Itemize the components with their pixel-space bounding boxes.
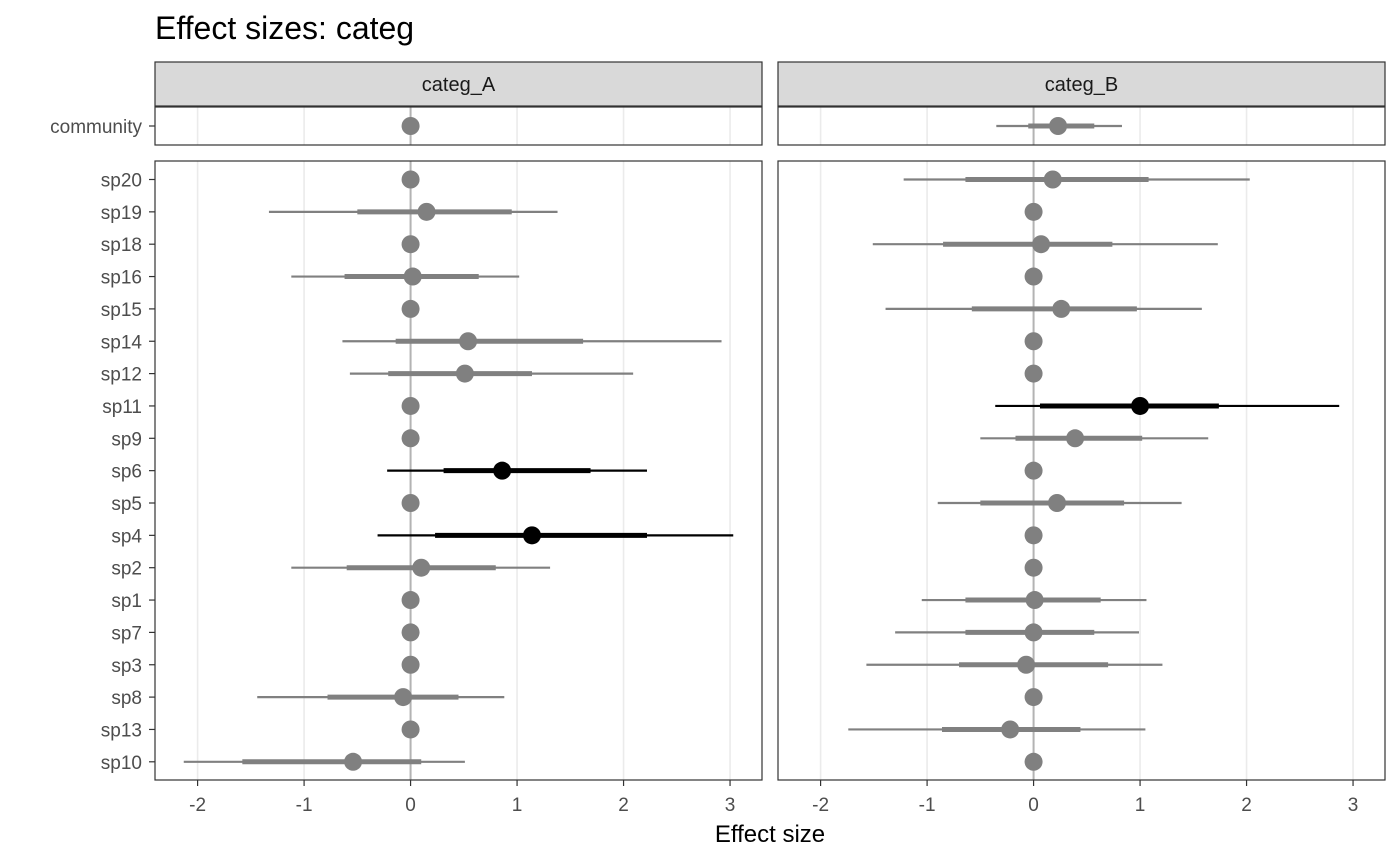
estimate-point-sp2 <box>1024 558 1043 577</box>
estimate-point-sp20 <box>1043 170 1062 189</box>
estimate-point-sp7 <box>1024 623 1043 642</box>
estimate-point-sp1 <box>401 591 420 610</box>
estimate-point-sp1 <box>1025 591 1044 610</box>
estimate-point-sp3 <box>401 655 420 674</box>
estimate-point-community <box>401 117 420 135</box>
estimate-point-sp9 <box>1066 429 1085 448</box>
facet-label-categ_B: categ_B <box>1045 74 1118 96</box>
estimate-point-sp10 <box>344 752 363 771</box>
estimate-point-community <box>1049 117 1068 135</box>
estimate-point-sp9 <box>401 429 420 448</box>
y-label-sp10: sp10 <box>101 753 142 774</box>
estimate-point-sp2 <box>412 558 431 577</box>
estimate-point-sp12 <box>455 364 474 383</box>
y-label-sp14: sp14 <box>101 332 143 353</box>
y-label-sp16: sp16 <box>101 268 142 289</box>
x-tick-label: -2 <box>812 795 829 816</box>
y-label-sp15: sp15 <box>101 300 142 321</box>
estimate-point-sp16 <box>1024 267 1043 286</box>
estimate-point-sp14 <box>459 332 478 351</box>
panel-background <box>778 161 1385 780</box>
y-label-sp2: sp2 <box>111 559 142 580</box>
x-tick-label: -1 <box>296 795 313 816</box>
facet-strip-categ_A <box>154 61 763 107</box>
estimate-point-sp8 <box>1024 688 1043 707</box>
panel-border <box>777 106 1386 146</box>
y-label-sp1: sp1 <box>111 591 142 612</box>
estimate-point-sp11 <box>401 396 420 415</box>
x-tick-label: 1 <box>1135 795 1146 816</box>
estimate-point-sp6 <box>1024 461 1043 480</box>
estimate-point-sp18 <box>1032 235 1051 254</box>
estimate-point-sp16 <box>403 267 422 286</box>
estimate-point-sp18 <box>401 235 420 254</box>
y-label-sp13: sp13 <box>101 720 142 741</box>
facet-label-categ_A: categ_A <box>422 74 496 96</box>
estimate-point-sp15 <box>401 299 420 318</box>
estimate-point-sp5 <box>1048 494 1067 512</box>
y-label-sp18: sp18 <box>101 235 142 256</box>
estimate-point-sp19 <box>417 202 436 221</box>
estimate-point-sp19 <box>1024 202 1043 221</box>
x-tick-label: -2 <box>189 795 206 816</box>
x-tick-label: 3 <box>1348 795 1359 816</box>
x-tick-label: 3 <box>725 795 736 816</box>
y-label-sp9: sp9 <box>111 429 142 450</box>
x-tick-label: 2 <box>618 795 629 816</box>
facet-strip-categ_B <box>777 61 1386 107</box>
estimate-point-sp4 <box>1024 526 1043 545</box>
estimate-point-sp8 <box>394 688 413 707</box>
plot-area: categ_A -2 -1 0 1 2 3 categ_B -2 -1 0 1 2 3 community s… <box>50 61 1386 816</box>
estimate-point-sp15 <box>1052 299 1071 318</box>
estimate-point-sp6 <box>493 461 512 480</box>
x-tick-label: -1 <box>919 795 936 816</box>
estimate-point-sp11 <box>1131 396 1150 415</box>
estimate-point-sp13 <box>401 720 420 739</box>
x-tick-label: 0 <box>405 795 416 816</box>
y-label-sp4: sp4 <box>111 526 142 547</box>
estimate-point-sp5 <box>401 494 420 512</box>
y-label-sp8: sp8 <box>111 688 142 709</box>
x-tick-label: 1 <box>512 795 523 816</box>
estimate-point-sp12 <box>1024 364 1043 383</box>
y-label-sp20: sp20 <box>101 171 142 192</box>
y-label-sp3: sp3 <box>111 656 142 677</box>
estimate-point-sp10 <box>1024 752 1043 771</box>
y-label-sp11: sp11 <box>102 397 142 418</box>
estimate-point-sp3 <box>1017 655 1036 674</box>
estimate-point-sp13 <box>1001 720 1020 739</box>
y-label-sp12: sp12 <box>101 365 142 386</box>
y-label-community: community <box>50 117 142 138</box>
x-tick-label: 2 <box>1241 795 1252 816</box>
y-label-sp7: sp7 <box>111 623 142 644</box>
panel-border <box>777 160 1386 781</box>
estimate-point-sp4 <box>522 526 541 545</box>
panel-background <box>155 107 762 145</box>
x-tick-label: 0 <box>1028 795 1039 816</box>
y-label-sp5: sp5 <box>111 494 142 515</box>
x-axis-title: Effect size <box>715 821 825 848</box>
y-label-sp19: sp19 <box>101 203 142 224</box>
y-label-sp6: sp6 <box>111 462 142 483</box>
estimate-point-sp20 <box>401 170 420 189</box>
estimate-point-sp14 <box>1024 332 1043 351</box>
chart-title: Effect sizes: categ <box>155 10 414 46</box>
estimate-point-sp7 <box>401 623 420 642</box>
